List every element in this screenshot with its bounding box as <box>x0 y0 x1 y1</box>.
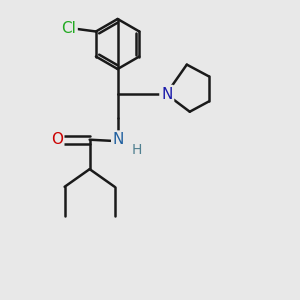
Text: O: O <box>51 132 63 147</box>
Text: N: N <box>161 87 172 102</box>
Text: Cl: Cl <box>61 21 76 36</box>
Text: H: H <box>132 143 142 157</box>
Text: N: N <box>113 132 124 147</box>
